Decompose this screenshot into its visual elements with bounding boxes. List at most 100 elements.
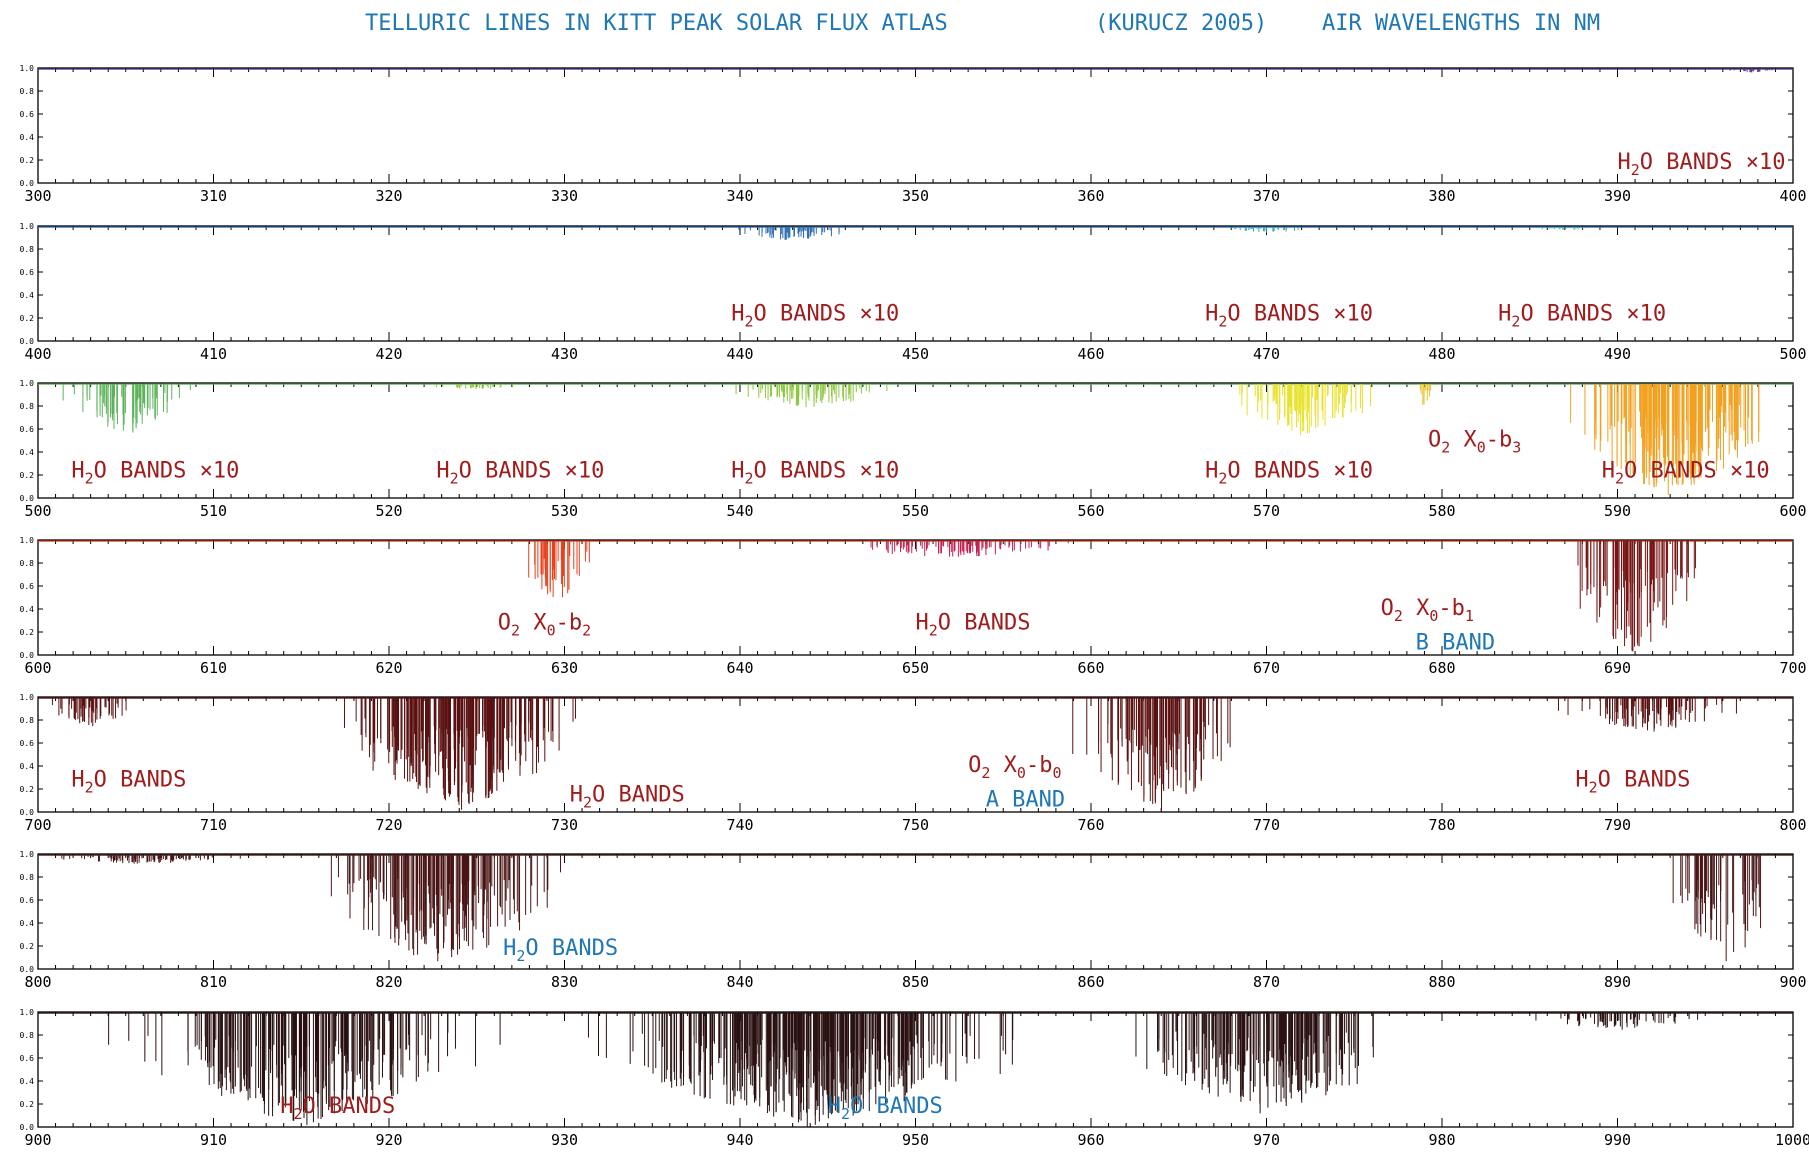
xtick-label: 310 [200, 187, 227, 205]
absorption-band [1419, 384, 1432, 405]
ytick-label: 0.4 [20, 448, 35, 457]
absorption-band [51, 698, 127, 727]
xtick-label: 640 [726, 659, 753, 677]
title-units: AIR WAVELENGTHS IN NM [1322, 11, 1600, 36]
xtick-label: 550 [902, 502, 929, 520]
absorption-band [1135, 1013, 1374, 1114]
xtick-label: 330 [551, 187, 578, 205]
ytick-label: 0.0 [20, 651, 35, 660]
xtick-label: 380 [1428, 187, 1455, 205]
xtick-label: 900 [24, 1131, 51, 1149]
xtick-label: 800 [1779, 816, 1806, 834]
xtick-label: 600 [1779, 502, 1806, 520]
ytick-label: 0.8 [20, 402, 35, 411]
absorption-band [735, 384, 888, 408]
xtick-label: 730 [551, 816, 578, 834]
panel-frame [37, 67, 1794, 184]
xtick-label: 620 [375, 659, 402, 677]
xtick-label: 790 [1604, 816, 1631, 834]
xtick-label: 390 [1604, 187, 1631, 205]
xtick-label: 680 [1428, 659, 1455, 677]
xtick-label: 570 [1253, 502, 1280, 520]
band-label: O2 X0-b3 [1428, 427, 1521, 456]
xtick-label: 630 [551, 659, 578, 677]
xtick-label: 890 [1604, 973, 1631, 991]
band-label: H2O BANDS [828, 1094, 943, 1123]
xtick-label: 590 [1604, 502, 1631, 520]
xtick-label: 700 [24, 816, 51, 834]
ytick-label: 0.2 [20, 1100, 35, 1109]
xtick-label: 500 [24, 502, 51, 520]
band-label: H2O BANDS ×10 [71, 458, 239, 487]
band-label: H2O BANDS [1575, 768, 1690, 797]
xtick-label: 500 [1779, 345, 1806, 363]
absorption-band [1535, 1013, 1699, 1030]
xtick-label: 420 [375, 345, 402, 363]
xtick-label: 530 [551, 502, 578, 520]
panel-frame [37, 696, 1794, 813]
xtick-label: 930 [551, 1131, 578, 1149]
absorption-band [108, 1013, 501, 1125]
xtick-label: 660 [1077, 659, 1104, 677]
absorption-band [1672, 855, 1762, 962]
absorption-band [330, 855, 562, 962]
xtick-label: 690 [1604, 659, 1631, 677]
ytick-label: 0.4 [20, 133, 35, 142]
xtick-label: 870 [1253, 973, 1280, 991]
xtick-label: 520 [375, 502, 402, 520]
ytick-label: 0.2 [20, 156, 35, 165]
xtick-label: 560 [1077, 502, 1104, 520]
absorption-band [870, 541, 1069, 557]
xtick-label: 810 [200, 973, 227, 991]
xtick-label: 1000 [1775, 1131, 1809, 1149]
absorption-band [1577, 541, 1696, 652]
xtick-label: 360 [1077, 187, 1104, 205]
band-label: O2 X0-b0 [968, 753, 1061, 782]
xtick-label: 830 [551, 973, 578, 991]
xtick-label: 950 [902, 1131, 929, 1149]
xtick-label: 490 [1604, 345, 1631, 363]
title-main: TELLURIC LINES IN KITT PEAK SOLAR FLUX A… [365, 11, 948, 36]
xtick-label: 410 [200, 345, 227, 363]
absorption-band [528, 541, 590, 598]
band-label: H2O BANDS ×10 [731, 301, 899, 330]
band-label: H2O BANDS [280, 1094, 395, 1123]
xtick-label: 400 [1779, 187, 1806, 205]
xtick-label: 320 [375, 187, 402, 205]
xtick-label: 460 [1077, 345, 1104, 363]
ytick-label: 1.0 [20, 222, 35, 231]
band-label: O2 X0-b2 [498, 611, 591, 640]
ytick-label: 0.6 [20, 110, 35, 119]
ytick-label: 0.0 [20, 494, 35, 503]
xtick-label: 450 [902, 345, 929, 363]
absorption-band [587, 1013, 1014, 1127]
xtick-label: 960 [1077, 1131, 1104, 1149]
band-label: H2O BANDS ×10 [1498, 301, 1666, 330]
xtick-label: 770 [1253, 816, 1280, 834]
xtick-label: 340 [726, 187, 753, 205]
absorption-band [1072, 698, 1231, 812]
xtick-label: 580 [1428, 502, 1455, 520]
xtick-label: 370 [1253, 187, 1280, 205]
ytick-label: 0.8 [20, 873, 35, 882]
absorption-band [1557, 698, 1737, 732]
ytick-label: 0.4 [20, 605, 35, 614]
panel-frame [37, 853, 1794, 970]
xtick-label: 740 [726, 816, 753, 834]
xtick-label: 480 [1428, 345, 1455, 363]
panel-frame [37, 382, 1794, 499]
xtick-label: 880 [1428, 973, 1455, 991]
absorption-band [1729, 69, 1773, 73]
band-label: H2O BANDS [503, 936, 618, 965]
xtick-label: 800 [24, 973, 51, 991]
absorption-band [1541, 227, 1587, 230]
ytick-label: 0.2 [20, 314, 35, 323]
ytick-label: 0.8 [20, 559, 35, 568]
xtick-label: 900 [1779, 973, 1806, 991]
xtick-label: 670 [1253, 659, 1280, 677]
xtick-label: 540 [726, 502, 753, 520]
